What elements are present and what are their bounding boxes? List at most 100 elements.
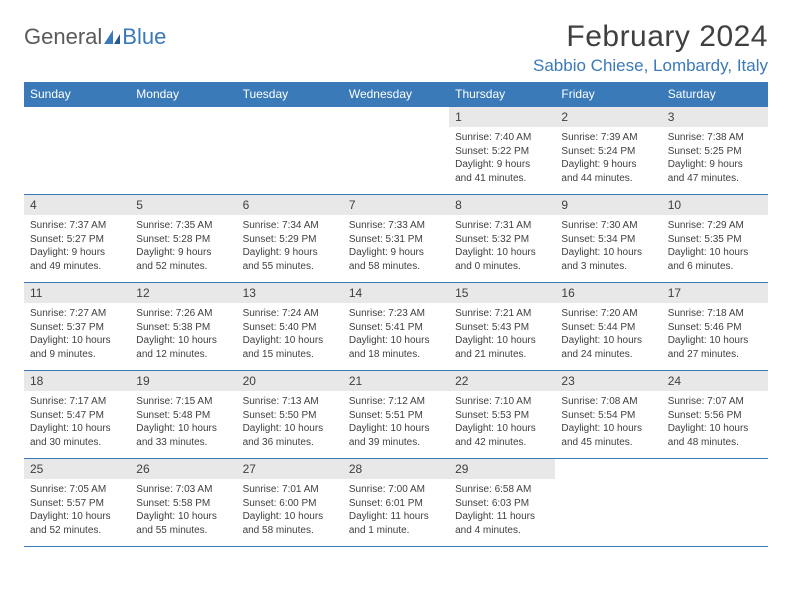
day-number: 1 bbox=[449, 107, 555, 127]
day-line-daylight2: and 4 minutes. bbox=[455, 524, 549, 538]
day-line-daylight1: Daylight: 10 hours bbox=[668, 334, 762, 348]
day-line-sunset: Sunset: 5:31 PM bbox=[349, 233, 443, 247]
day-line-sunset: Sunset: 5:58 PM bbox=[136, 497, 230, 511]
day-body: Sunrise: 7:18 AMSunset: 5:46 PMDaylight:… bbox=[662, 303, 768, 365]
day-line-sunrise: Sunrise: 7:01 AM bbox=[243, 483, 337, 497]
day-line-sunset: Sunset: 5:29 PM bbox=[243, 233, 337, 247]
day-line-sunset: Sunset: 5:35 PM bbox=[668, 233, 762, 247]
day-line-sunset: Sunset: 5:38 PM bbox=[136, 321, 230, 335]
day-line-sunset: Sunset: 5:50 PM bbox=[243, 409, 337, 423]
day-line-daylight2: and 27 minutes. bbox=[668, 348, 762, 362]
weekday-header: Thursday bbox=[449, 82, 555, 107]
month-title: February 2024 bbox=[533, 20, 768, 54]
day-line-sunrise: Sunrise: 7:13 AM bbox=[243, 395, 337, 409]
day-line-daylight1: Daylight: 11 hours bbox=[455, 510, 549, 524]
day-body: Sunrise: 7:33 AMSunset: 5:31 PMDaylight:… bbox=[343, 215, 449, 277]
day-line-sunset: Sunset: 5:53 PM bbox=[455, 409, 549, 423]
day-line-daylight2: and 24 minutes. bbox=[561, 348, 655, 362]
day-line-sunrise: Sunrise: 7:00 AM bbox=[349, 483, 443, 497]
day-line-daylight1: Daylight: 10 hours bbox=[561, 422, 655, 436]
day-number: 22 bbox=[449, 371, 555, 391]
calendar-cell: 8Sunrise: 7:31 AMSunset: 5:32 PMDaylight… bbox=[449, 195, 555, 283]
day-body: Sunrise: 7:40 AMSunset: 5:22 PMDaylight:… bbox=[449, 127, 555, 189]
day-line-daylight1: Daylight: 9 hours bbox=[668, 158, 762, 172]
day-line-daylight2: and 42 minutes. bbox=[455, 436, 549, 450]
day-line-daylight2: and 58 minutes. bbox=[243, 524, 337, 538]
day-line-daylight1: Daylight: 9 hours bbox=[561, 158, 655, 172]
calendar-cell bbox=[237, 107, 343, 195]
day-body: Sunrise: 7:21 AMSunset: 5:43 PMDaylight:… bbox=[449, 303, 555, 365]
calendar-cell: 21Sunrise: 7:12 AMSunset: 5:51 PMDayligh… bbox=[343, 371, 449, 459]
day-line-sunrise: Sunrise: 7:31 AM bbox=[455, 219, 549, 233]
day-line-daylight2: and 15 minutes. bbox=[243, 348, 337, 362]
title-block: February 2024 Sabbio Chiese, Lombardy, I… bbox=[533, 20, 768, 76]
day-body: Sunrise: 7:07 AMSunset: 5:56 PMDaylight:… bbox=[662, 391, 768, 453]
day-line-daylight2: and 6 minutes. bbox=[668, 260, 762, 274]
day-line-daylight2: and 55 minutes. bbox=[243, 260, 337, 274]
weekday-header: Wednesday bbox=[343, 82, 449, 107]
calendar-cell: 20Sunrise: 7:13 AMSunset: 5:50 PMDayligh… bbox=[237, 371, 343, 459]
day-line-sunset: Sunset: 6:03 PM bbox=[455, 497, 549, 511]
day-line-daylight1: Daylight: 10 hours bbox=[561, 246, 655, 260]
day-line-sunrise: Sunrise: 7:23 AM bbox=[349, 307, 443, 321]
header: General Blue February 2024 Sabbio Chiese… bbox=[24, 20, 768, 76]
day-line-sunrise: Sunrise: 7:20 AM bbox=[561, 307, 655, 321]
day-number: 15 bbox=[449, 283, 555, 303]
day-line-daylight1: Daylight: 10 hours bbox=[30, 510, 124, 524]
day-line-daylight2: and 45 minutes. bbox=[561, 436, 655, 450]
day-line-daylight2: and 12 minutes. bbox=[136, 348, 230, 362]
day-line-daylight2: and 52 minutes. bbox=[30, 524, 124, 538]
day-line-sunset: Sunset: 5:27 PM bbox=[30, 233, 124, 247]
calendar-row: 25Sunrise: 7:05 AMSunset: 5:57 PMDayligh… bbox=[24, 459, 768, 547]
day-body: Sunrise: 7:38 AMSunset: 5:25 PMDaylight:… bbox=[662, 127, 768, 189]
day-number: 11 bbox=[24, 283, 130, 303]
day-body: Sunrise: 7:15 AMSunset: 5:48 PMDaylight:… bbox=[130, 391, 236, 453]
calendar-cell: 25Sunrise: 7:05 AMSunset: 5:57 PMDayligh… bbox=[24, 459, 130, 547]
day-number: 16 bbox=[555, 283, 661, 303]
day-line-daylight2: and 3 minutes. bbox=[561, 260, 655, 274]
day-number: 25 bbox=[24, 459, 130, 479]
calendar-cell: 22Sunrise: 7:10 AMSunset: 5:53 PMDayligh… bbox=[449, 371, 555, 459]
day-line-daylight1: Daylight: 10 hours bbox=[455, 334, 549, 348]
day-line-daylight2: and 0 minutes. bbox=[455, 260, 549, 274]
day-number: 21 bbox=[343, 371, 449, 391]
calendar-row: 11Sunrise: 7:27 AMSunset: 5:37 PMDayligh… bbox=[24, 283, 768, 371]
calendar-cell: 6Sunrise: 7:34 AMSunset: 5:29 PMDaylight… bbox=[237, 195, 343, 283]
calendar-cell bbox=[343, 107, 449, 195]
location: Sabbio Chiese, Lombardy, Italy bbox=[533, 56, 768, 76]
calendar-cell bbox=[555, 459, 661, 547]
day-number: 7 bbox=[343, 195, 449, 215]
day-number: 4 bbox=[24, 195, 130, 215]
logo-text-blue: Blue bbox=[122, 24, 166, 50]
day-line-daylight2: and 41 minutes. bbox=[455, 172, 549, 186]
day-line-sunrise: Sunrise: 7:38 AM bbox=[668, 131, 762, 145]
calendar-head: SundayMondayTuesdayWednesdayThursdayFrid… bbox=[24, 82, 768, 107]
day-number: 19 bbox=[130, 371, 236, 391]
day-line-sunset: Sunset: 5:43 PM bbox=[455, 321, 549, 335]
day-body: Sunrise: 7:01 AMSunset: 6:00 PMDaylight:… bbox=[237, 479, 343, 541]
day-line-sunrise: Sunrise: 7:39 AM bbox=[561, 131, 655, 145]
day-number: 24 bbox=[662, 371, 768, 391]
day-line-sunrise: Sunrise: 6:58 AM bbox=[455, 483, 549, 497]
day-line-sunset: Sunset: 5:28 PM bbox=[136, 233, 230, 247]
day-body: Sunrise: 7:30 AMSunset: 5:34 PMDaylight:… bbox=[555, 215, 661, 277]
day-number: 26 bbox=[130, 459, 236, 479]
day-line-sunset: Sunset: 5:48 PM bbox=[136, 409, 230, 423]
day-body: Sunrise: 7:03 AMSunset: 5:58 PMDaylight:… bbox=[130, 479, 236, 541]
day-line-daylight2: and 1 minute. bbox=[349, 524, 443, 538]
day-line-sunrise: Sunrise: 7:08 AM bbox=[561, 395, 655, 409]
calendar-cell: 23Sunrise: 7:08 AMSunset: 5:54 PMDayligh… bbox=[555, 371, 661, 459]
sail-icon bbox=[102, 28, 122, 46]
day-line-sunset: Sunset: 5:44 PM bbox=[561, 321, 655, 335]
day-body: Sunrise: 7:23 AMSunset: 5:41 PMDaylight:… bbox=[343, 303, 449, 365]
day-body: Sunrise: 7:10 AMSunset: 5:53 PMDaylight:… bbox=[449, 391, 555, 453]
day-line-daylight1: Daylight: 10 hours bbox=[30, 422, 124, 436]
day-body: Sunrise: 7:08 AMSunset: 5:54 PMDaylight:… bbox=[555, 391, 661, 453]
day-line-sunrise: Sunrise: 7:40 AM bbox=[455, 131, 549, 145]
day-number: 8 bbox=[449, 195, 555, 215]
day-line-sunset: Sunset: 5:22 PM bbox=[455, 145, 549, 159]
day-line-daylight1: Daylight: 10 hours bbox=[349, 422, 443, 436]
day-number: 9 bbox=[555, 195, 661, 215]
logo-text-general: General bbox=[24, 24, 102, 50]
day-line-sunrise: Sunrise: 7:29 AM bbox=[668, 219, 762, 233]
